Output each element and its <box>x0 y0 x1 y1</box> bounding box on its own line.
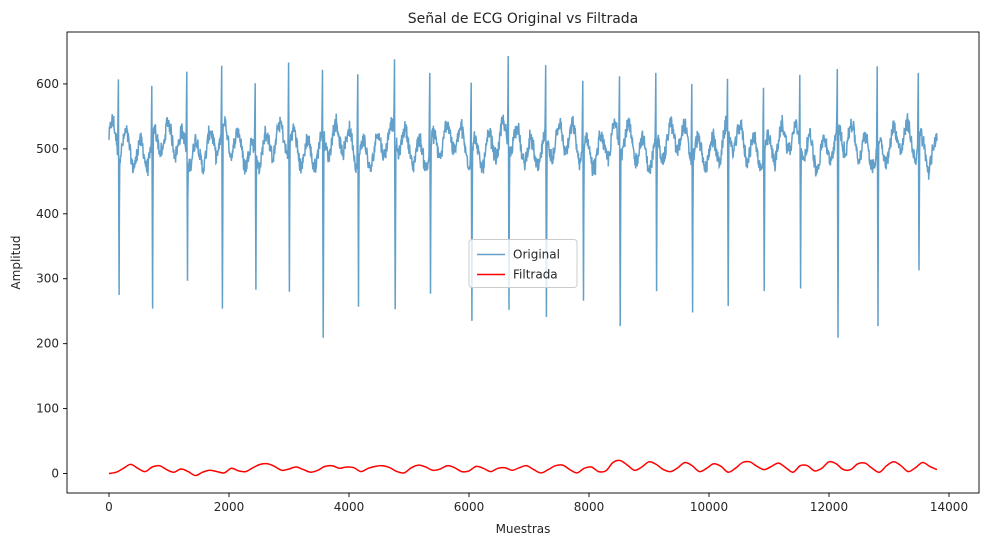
x-tick-label: 2000 <box>214 500 245 514</box>
x-tick-label: 6000 <box>454 500 485 514</box>
y-tick-label: 500 <box>36 142 59 156</box>
y-axis-label: Amplitud <box>9 235 23 289</box>
y-tick-label: 400 <box>36 207 59 221</box>
series-line-filtrada <box>108 459 938 477</box>
y-tick-label: 200 <box>36 337 59 351</box>
axes: 0 2000 4000 6000 8000 10000 12000 14000 0 100 200 3… <box>36 31 980 514</box>
y-tick-label: 300 <box>36 272 59 286</box>
x-axis-label: Muestras <box>496 522 551 536</box>
chart-title: Señal de ECG Original vs Filtrada <box>408 11 639 27</box>
legend-box <box>468 239 578 288</box>
legend-label-filtrada: Filtrada <box>513 268 558 282</box>
y-tick-label: 0 <box>51 467 59 481</box>
axes-frame <box>66 31 980 494</box>
y-tick-label: 100 <box>36 402 59 416</box>
x-tick-label: 14000 <box>930 500 968 514</box>
series-line-original <box>108 55 938 338</box>
legend: Original Filtrada <box>468 239 578 288</box>
y-tick-label: 600 <box>36 77 59 91</box>
x-tick-label: 10000 <box>690 500 728 514</box>
x-tick-label: 8000 <box>574 500 605 514</box>
x-tick-label: 12000 <box>810 500 848 514</box>
plot-area <box>108 55 938 477</box>
x-tick-label: 0 <box>105 500 113 514</box>
x-tick-label: 4000 <box>334 500 365 514</box>
legend-label-original: Original <box>513 248 560 262</box>
